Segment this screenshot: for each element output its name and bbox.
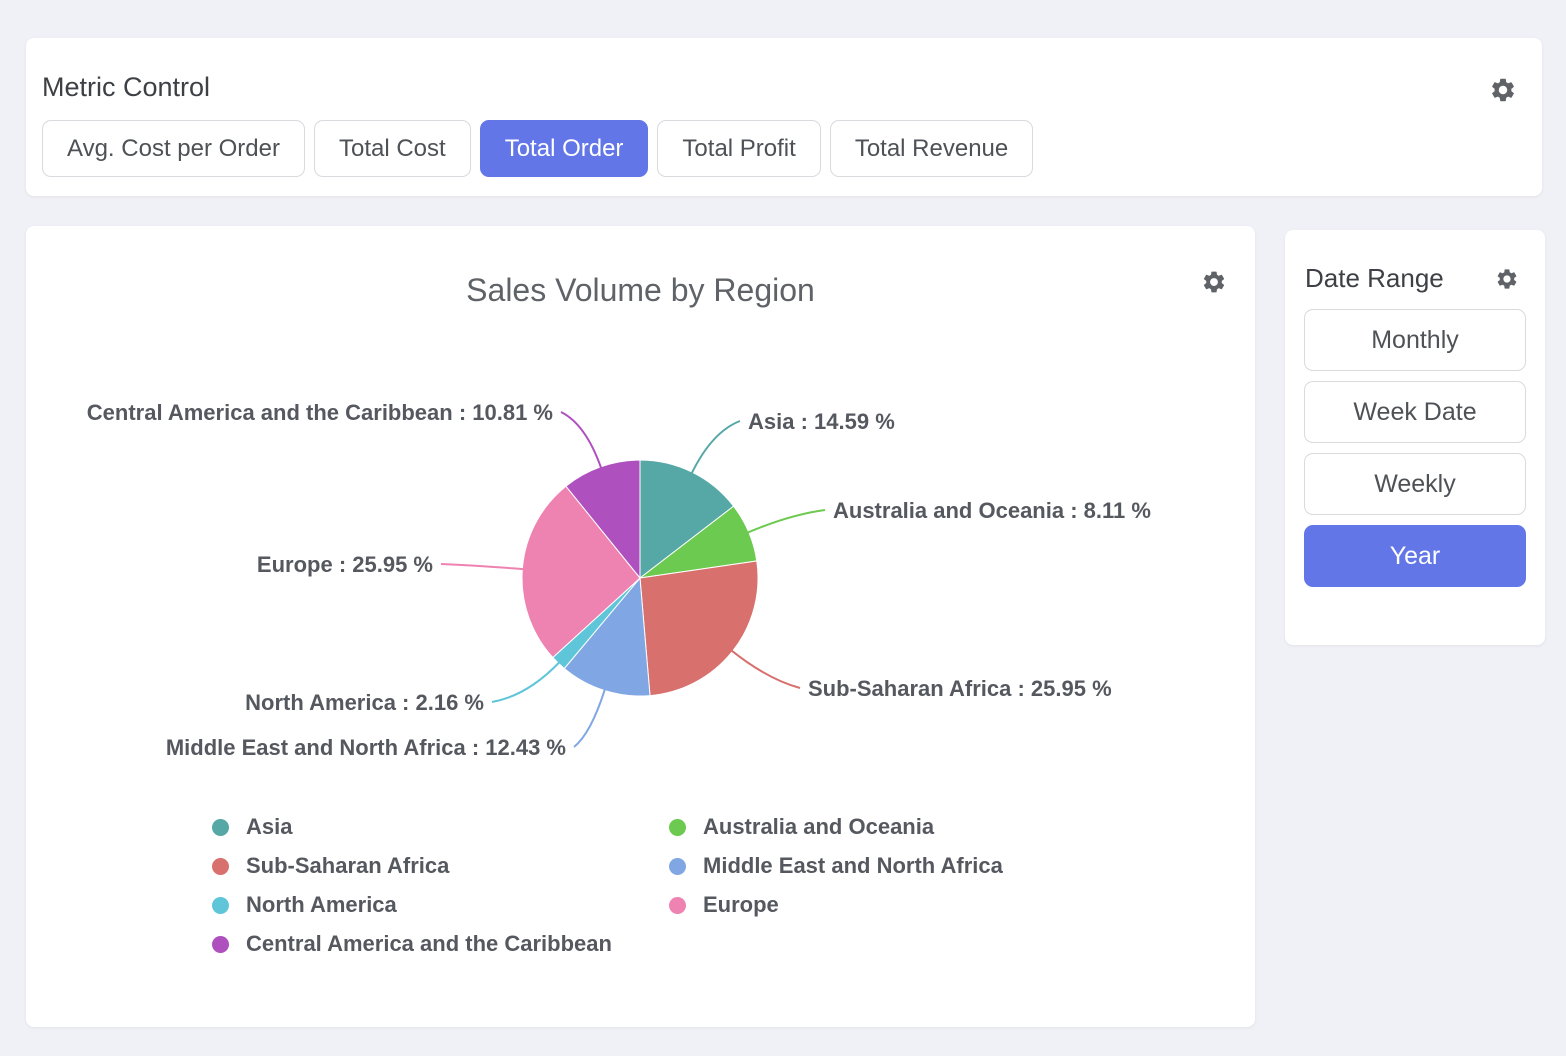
legend-label: Middle East and North Africa bbox=[703, 853, 1003, 878]
legend-item-europe[interactable]: Europe bbox=[669, 892, 1003, 918]
legend-dot-icon bbox=[669, 857, 686, 875]
label-line-asia bbox=[690, 420, 741, 474]
chart-legend: Asia Australia and Oceania Sub-Saharan Afr… bbox=[212, 814, 1003, 957]
legend-item-central-america-and-the-caribbean[interactable]: Central America and the Caribbean bbox=[212, 931, 669, 957]
metric-option-total-order[interactable]: Total Order bbox=[479, 120, 649, 177]
legend-label: Asia bbox=[246, 814, 293, 839]
legend-dot-icon bbox=[212, 896, 229, 914]
slice-label-sub-saharan-africa: Sub-Saharan Africa : 25.95 % bbox=[808, 676, 1112, 701]
legend-item-australia-and-oceania[interactable]: Australia and Oceania bbox=[669, 814, 1003, 840]
legend-item-sub-saharan-africa[interactable]: Sub-Saharan Africa bbox=[212, 853, 669, 879]
slice-label-europe: Europe : 25.95 % bbox=[257, 552, 433, 577]
label-line-north-america bbox=[491, 661, 560, 703]
date-range-option-year[interactable]: Year bbox=[1304, 525, 1526, 587]
metric-control-title: Metric Control bbox=[42, 72, 211, 102]
legend-label: Sub-Saharan Africa bbox=[246, 853, 450, 878]
sales-volume-chart-panel: Sales Volume by Region Asia : 14.59 % Aus… bbox=[26, 226, 1255, 1027]
settings-gear-icon[interactable] bbox=[1489, 76, 1517, 104]
legend-item-asia[interactable]: Asia bbox=[212, 814, 669, 840]
slice-label-north-america: North America : 2.16 % bbox=[245, 690, 484, 715]
slice-label-australia-and-oceania: Australia and Oceania : 8.11 % bbox=[833, 498, 1151, 523]
legend-label: Europe bbox=[703, 892, 779, 917]
label-line-europe bbox=[440, 563, 524, 571]
legend-dot-icon bbox=[212, 818, 229, 836]
legend-item-middle-east-and-north-africa[interactable]: Middle East and North Africa bbox=[669, 853, 1003, 879]
metric-control-panel: Metric Control Avg. Cost per Order Total … bbox=[26, 38, 1542, 196]
date-range-button-group: Monthly Week Date Weekly Year bbox=[1304, 309, 1526, 587]
slice-label-asia: Asia : 14.59 % bbox=[748, 409, 895, 434]
metric-option-total-profit[interactable]: Total Profit bbox=[657, 120, 821, 177]
legend-label: Australia and Oceania bbox=[703, 814, 935, 839]
legend-dot-icon bbox=[212, 857, 229, 875]
slice-label-central-america-and-the-caribbean: Central America and the Caribbean : 10.8… bbox=[87, 400, 553, 425]
date-range-panel: Date Range Monthly Week Date Weekly Year bbox=[1285, 230, 1545, 645]
chart-title: Sales Volume by Region bbox=[466, 272, 815, 308]
label-line-sub-saharan-africa bbox=[731, 649, 801, 689]
pie-chart: Asia : 14.59 % Australia and Oceania : 8.… bbox=[87, 400, 1151, 760]
date-range-option-weekly[interactable]: Weekly bbox=[1304, 453, 1526, 515]
pie-slice-sub-saharan-africa[interactable] bbox=[639, 560, 759, 697]
settings-gear-icon[interactable] bbox=[1201, 269, 1227, 295]
label-line-central-america-and-the-caribbean bbox=[560, 411, 602, 469]
metric-option-avg-cost-per-order[interactable]: Avg. Cost per Order bbox=[42, 120, 305, 177]
label-line-middle-east-and-north-africa bbox=[573, 689, 606, 748]
legend-dot-icon bbox=[669, 818, 686, 836]
metric-option-total-cost[interactable]: Total Cost bbox=[313, 120, 471, 177]
legend-dot-icon bbox=[669, 896, 686, 914]
legend-dot-icon bbox=[212, 935, 229, 953]
date-range-title: Date Range bbox=[1305, 263, 1444, 293]
slice-label-middle-east-and-north-africa: Middle East and North Africa : 12.43 % bbox=[166, 735, 566, 760]
label-line-australia-and-oceania bbox=[747, 509, 826, 534]
legend-label: North America bbox=[246, 892, 397, 917]
settings-gear-icon[interactable] bbox=[1495, 267, 1519, 291]
date-range-option-week-date[interactable]: Week Date bbox=[1304, 381, 1526, 443]
legend-item-north-america[interactable]: North America bbox=[212, 892, 669, 918]
metric-option-total-revenue[interactable]: Total Revenue bbox=[829, 120, 1034, 177]
legend-label: Central America and the Caribbean bbox=[246, 931, 612, 956]
date-range-option-monthly[interactable]: Monthly bbox=[1304, 309, 1526, 371]
metric-button-group: Avg. Cost per Order Total Cost Total Order… bbox=[42, 120, 1034, 177]
